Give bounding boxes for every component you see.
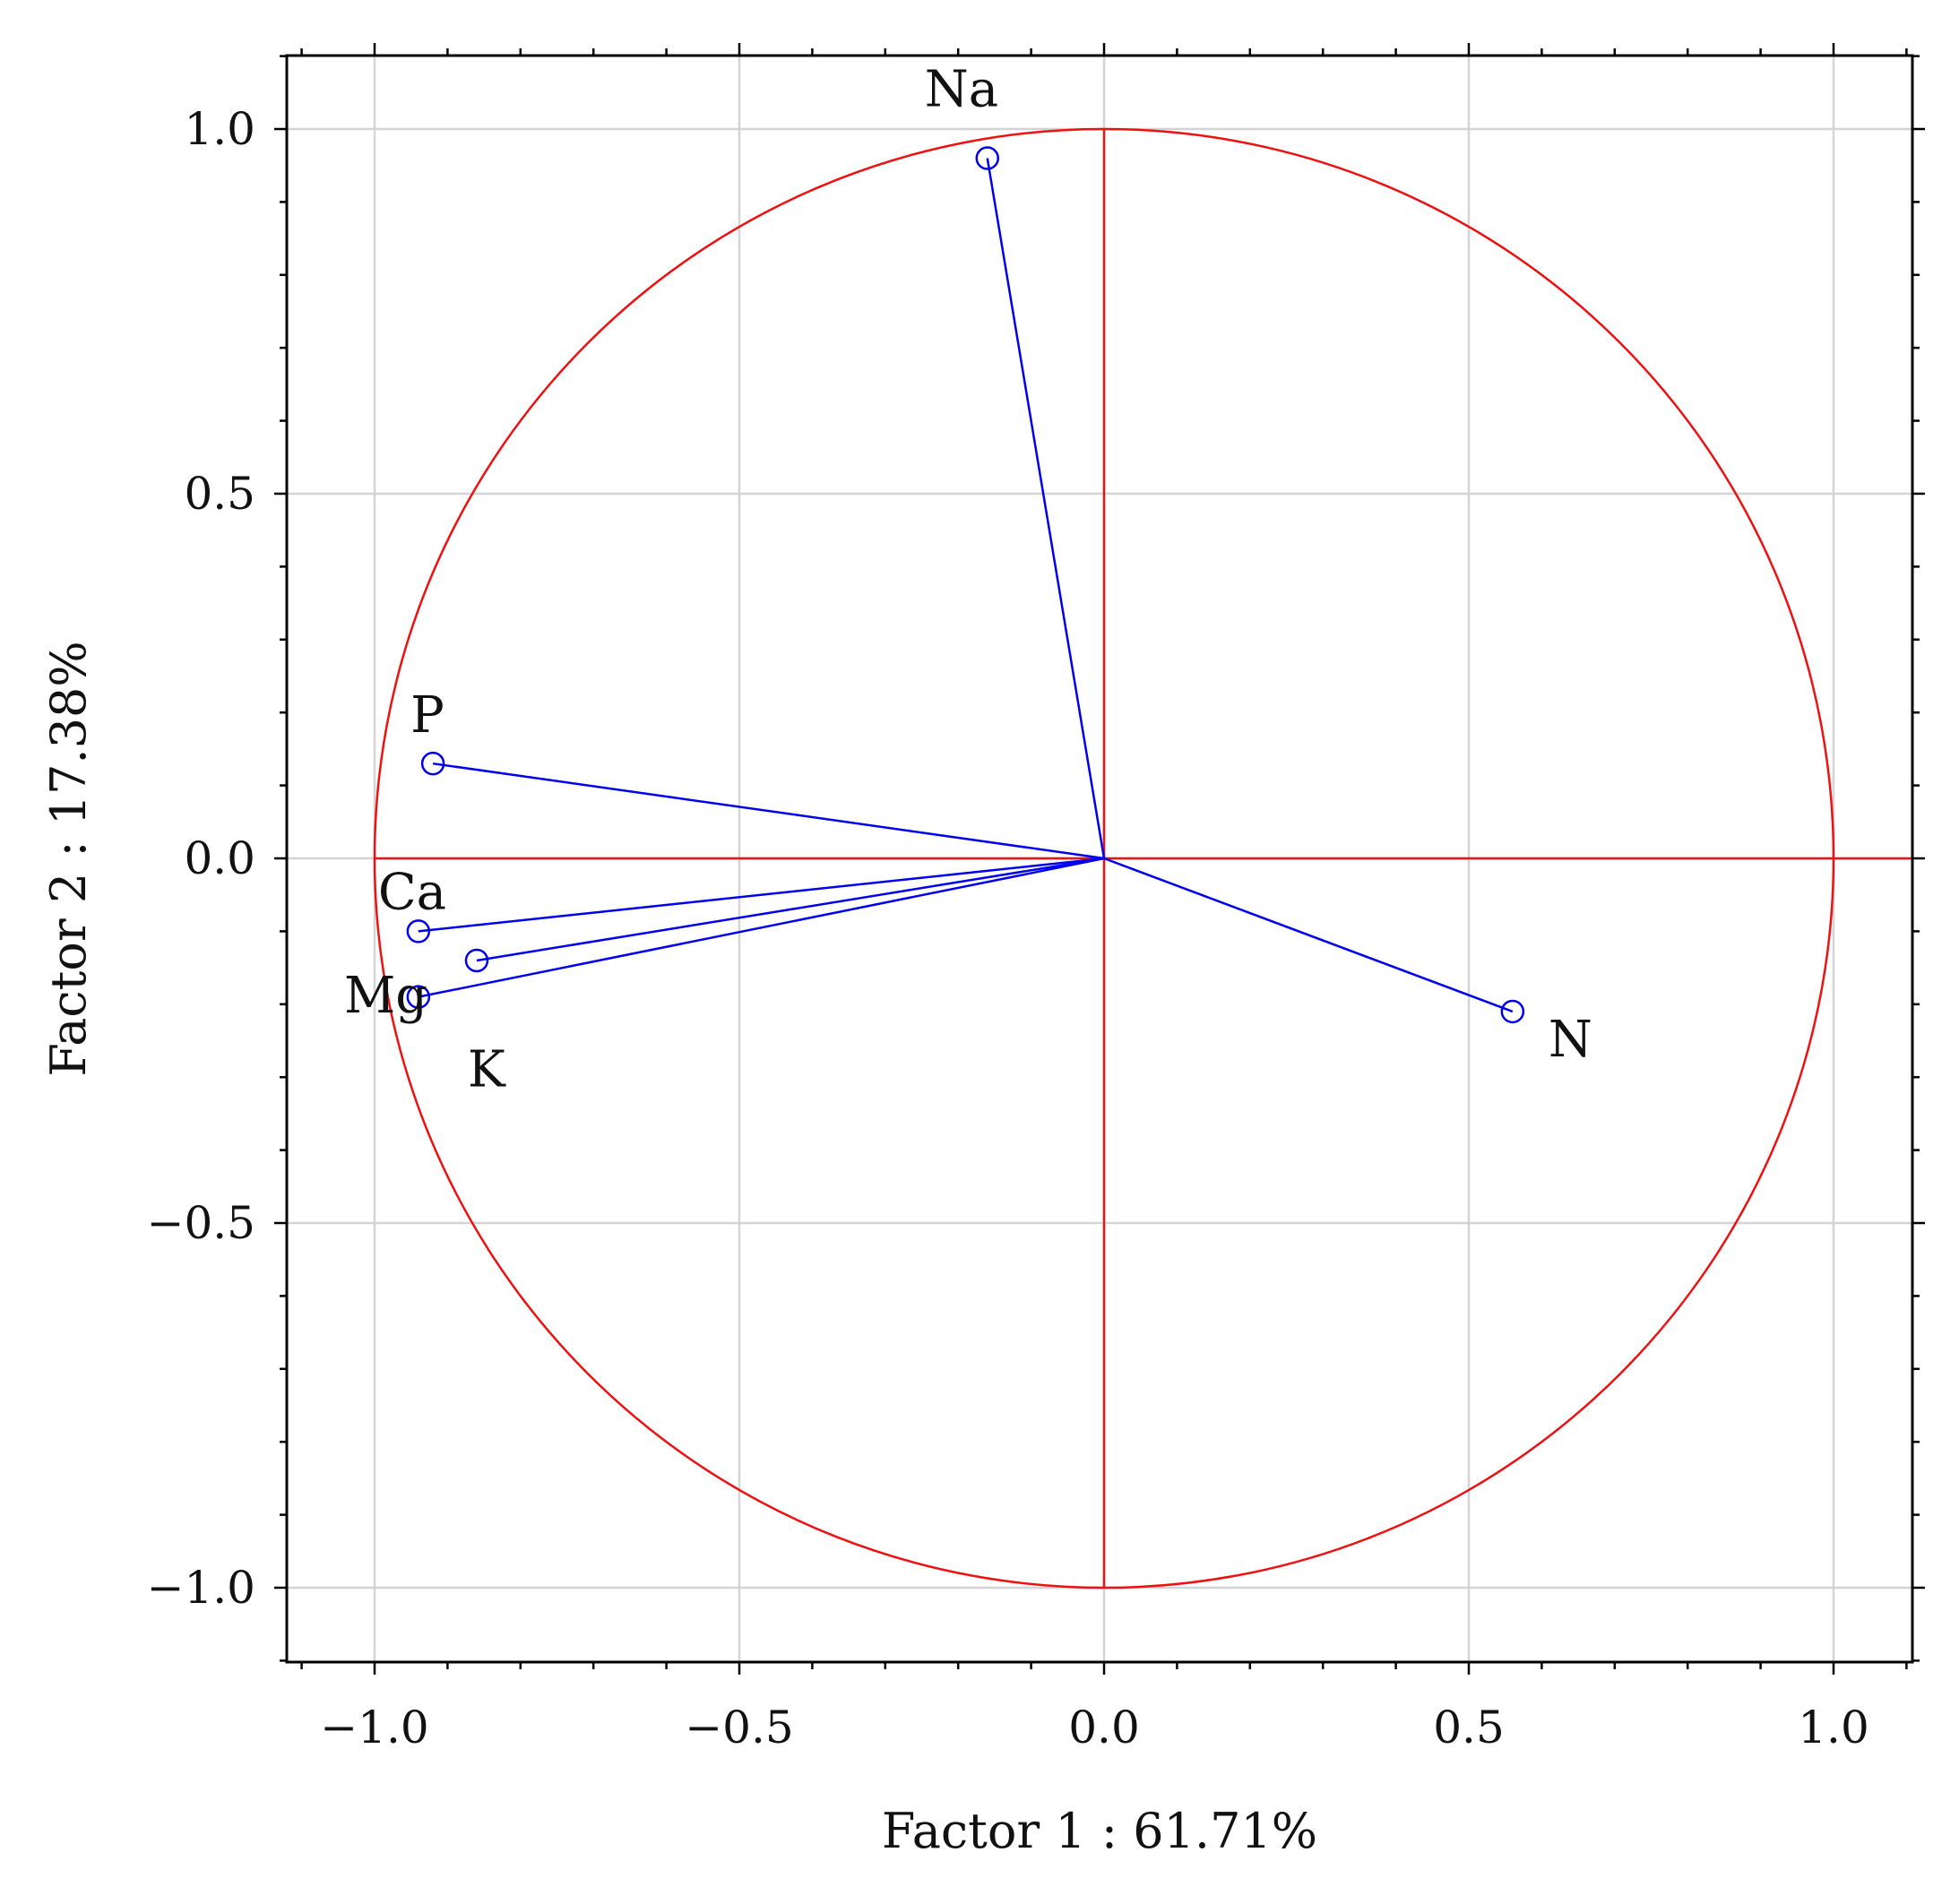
variable-label-k: K (468, 1041, 506, 1099)
loading-point-k (406, 985, 431, 1009)
x-tick-label: 0.5 (1433, 1702, 1505, 1753)
loading-vector-k (418, 857, 1105, 998)
y-tick-label: −0.5 (147, 1197, 255, 1249)
variable-label-na: Na (925, 61, 998, 119)
loading-vectors (406, 146, 1525, 1024)
y-tick-label: 0.5 (184, 468, 255, 520)
x-tick-label: −1.0 (320, 1702, 428, 1753)
x-axis-title: Factor 1 : 61.71% (882, 1803, 1317, 1859)
loading-vector-na (986, 158, 1106, 859)
unit-circle (373, 127, 1835, 1590)
variable-label-p: P (410, 686, 444, 745)
x-tick-labels: −1.0 −0.5 0.0 0.5 1.0 (320, 1702, 1868, 1753)
x-tick-label: 1.0 (1798, 1702, 1869, 1753)
y-tick-labels: 1.0 0.5 0.0 −0.5 −1.0 (147, 103, 255, 1614)
y-tick-label: 0.0 (184, 832, 255, 884)
variable-label-mg: Mg (344, 967, 427, 1025)
variable-labels: Na P Ca Mg K N (344, 61, 1592, 1099)
tick-marks (274, 43, 1925, 1675)
loading-point-mg (464, 948, 489, 973)
loading-vector-ca (418, 857, 1105, 933)
y-tick-label: 1.0 (184, 103, 255, 155)
x-tick-label: −0.5 (685, 1702, 793, 1753)
loading-vector-n (1103, 857, 1514, 1013)
variable-label-ca: Ca (378, 863, 446, 921)
y-axis-title: Factor 2 : 17.38% (40, 641, 97, 1076)
unit-circle-layer (373, 127, 1835, 1590)
loading-point-n (1500, 999, 1525, 1024)
reference-lines (375, 129, 1912, 1588)
loading-vector-p (432, 762, 1105, 860)
loading-point-na (975, 146, 1000, 170)
x-tick-label: 0.0 (1068, 1702, 1140, 1753)
loading-vector-mg (476, 857, 1105, 962)
variable-label-n: N (1549, 1011, 1592, 1069)
loading-point-ca (406, 919, 431, 943)
y-tick-label: −1.0 (147, 1562, 255, 1614)
loading-point-p (420, 751, 445, 776)
